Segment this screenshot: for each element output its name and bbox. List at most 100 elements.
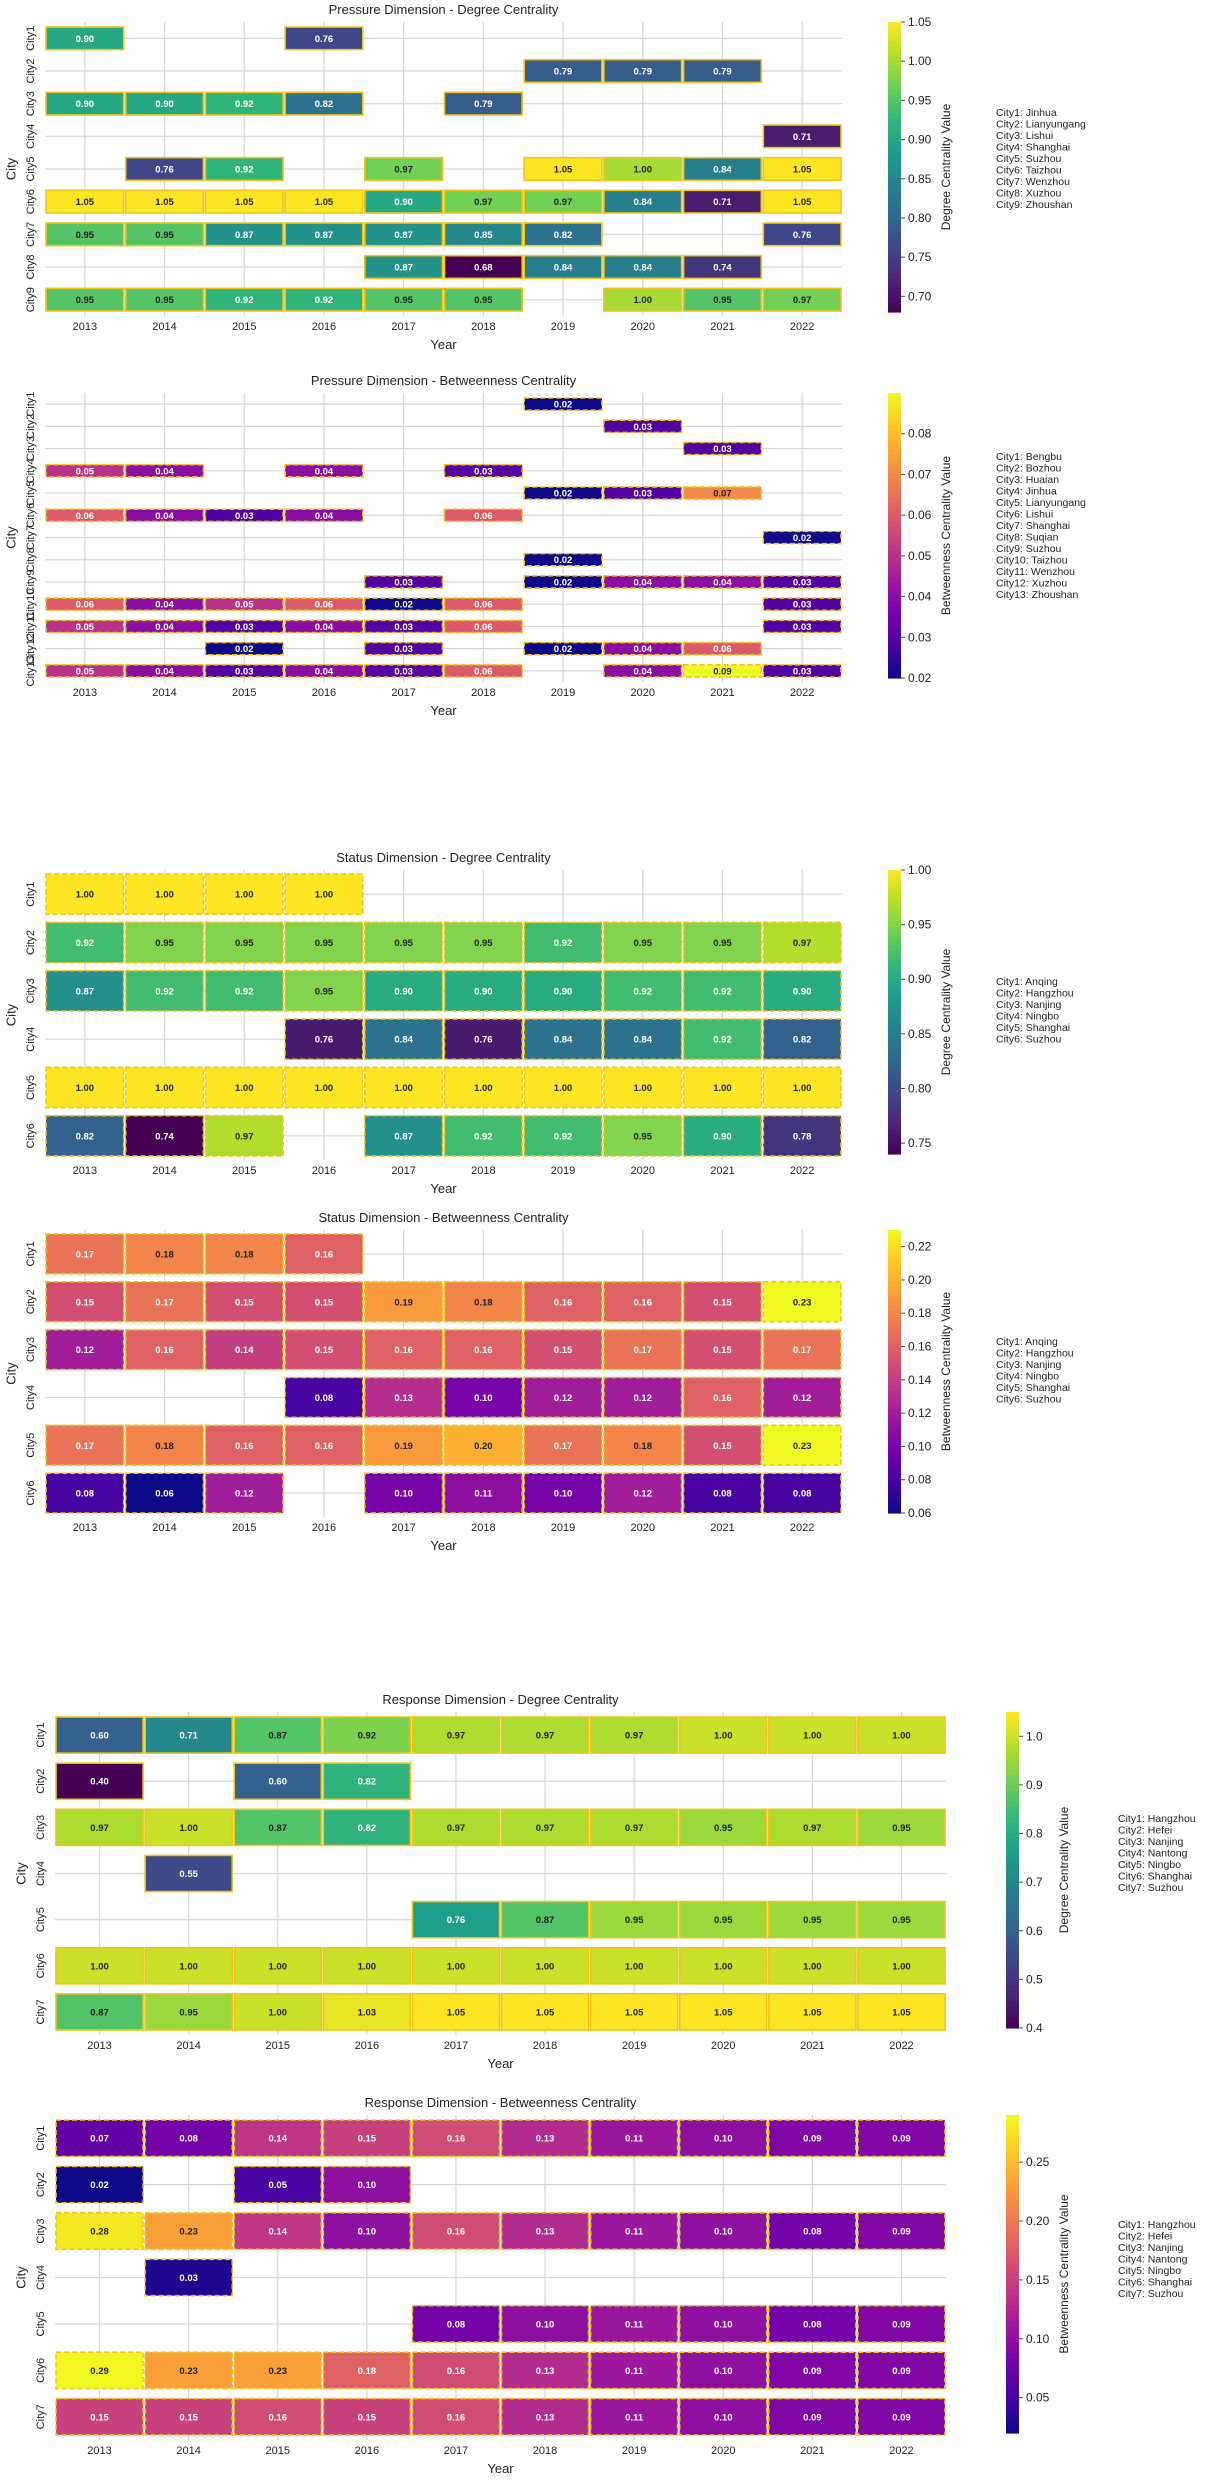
y-tick-label: City9 — [25, 287, 37, 312]
cell-value-label: 0.19 — [394, 1297, 413, 1308]
x-tick-label: 2019 — [551, 1522, 575, 1534]
x-tick-label: 2019 — [551, 1165, 575, 1177]
colorbar-segment — [888, 1352, 901, 1358]
heatmap-cell — [363, 1424, 444, 1466]
heatmap-cell — [857, 2212, 946, 2251]
heatmap-cell — [443, 1066, 523, 1109]
colorbar-tick-label: 0.03 — [908, 630, 932, 644]
heatmap-cell — [523, 921, 603, 964]
heatmap-cell — [603, 921, 683, 964]
colorbar-segment — [888, 171, 901, 178]
cell-value-label: 0.15 — [358, 2134, 377, 2145]
colorbar-segment — [888, 1149, 901, 1155]
cell-value-label: 1.00 — [714, 1961, 733, 1972]
x-tick-label: 2017 — [391, 687, 415, 699]
colorbar-segment — [1006, 2146, 1019, 2153]
colorbar-tick-label: 0.5 — [1026, 1972, 1043, 1986]
colorbar-segment — [1006, 2380, 1019, 2386]
heatmap-cell — [124, 287, 205, 312]
cell-value-label: 0.87 — [536, 1915, 555, 1926]
cell-value-label: 0.11 — [474, 1489, 493, 1500]
colorbar-segment — [888, 545, 901, 551]
legend-entry: City2: Hangzhou — [996, 988, 1074, 1000]
colorbar-tick-label: 0.7 — [1026, 1875, 1043, 1889]
colorbar-segment — [888, 162, 901, 168]
heatmap-cell — [762, 1328, 842, 1371]
colorbar-segment — [1006, 2364, 1019, 2370]
legend-entry: City2: Lianyungang — [996, 119, 1086, 131]
cell-value-label: 0.90 — [155, 99, 174, 110]
colorbar-segment — [888, 84, 901, 91]
heatmap-cell — [762, 530, 842, 545]
heatmap-cell — [500, 2304, 590, 2343]
y-axis-label: City — [3, 157, 18, 180]
heatmap-cell — [322, 1993, 412, 2031]
colorbar-segment — [1006, 1838, 1019, 1845]
y-tick-label: City2 — [25, 414, 37, 439]
colorbar-segment — [888, 128, 901, 134]
heatmap-cell — [443, 189, 523, 214]
heatmap-cell — [443, 1424, 523, 1466]
colorbar-segment — [1006, 1970, 1019, 1976]
legend-entry: City4: Ningbo — [996, 1371, 1059, 1383]
x-tick-label: 2015 — [232, 1522, 256, 1534]
colorbar-segment — [888, 1385, 901, 1391]
x-axis-label: Year — [430, 703, 457, 718]
heatmap-cell — [124, 508, 205, 523]
heatmap-cell — [124, 91, 205, 116]
heatmap-cell — [762, 1066, 842, 1109]
colorbar-segment — [1006, 1959, 1019, 1966]
colorbar-tick-label: 1.00 — [908, 863, 932, 877]
cell-value-label: 0.06 — [474, 666, 493, 677]
cell-value-label: 0.95 — [235, 938, 254, 949]
heatmap-cell — [204, 189, 284, 214]
legend-entry: City1: Hangzhou — [1118, 2219, 1196, 2231]
colorbar-tick-label: 0.08 — [908, 427, 932, 441]
cell-value-label: 0.11 — [625, 2366, 644, 2377]
heatmap-cell — [204, 1328, 284, 1371]
colorbar-tick-label: 0.12 — [908, 1406, 932, 1420]
colorbar-segment — [1006, 1964, 1019, 1971]
heatmap-cell — [411, 1993, 501, 2031]
cell-value-label: 0.90 — [76, 34, 95, 45]
heatmap-cell — [523, 1376, 603, 1419]
heatmap-cell — [233, 1716, 323, 1754]
heatmap-cell — [523, 254, 603, 280]
legend-entry: City7: Shanghai — [996, 520, 1070, 532]
y-tick-label: City1 — [25, 26, 37, 51]
heatmap-cell — [411, 1900, 501, 1939]
cell-value-label: 0.15 — [76, 1297, 95, 1308]
x-tick-label: 2014 — [152, 321, 176, 333]
legend-entry: City1: Bengbu — [996, 451, 1062, 463]
heatmap-cell — [603, 58, 683, 84]
heatmap-cell — [523, 1018, 603, 1061]
colorbar-tick-label: 0.06 — [908, 508, 932, 522]
cell-value-label: 0.84 — [554, 263, 573, 274]
cell-value-label: 0.84 — [634, 197, 653, 208]
colorbar-segment — [888, 181, 901, 187]
colorbar-segment — [1006, 2385, 1019, 2392]
colorbar-segment — [1006, 1743, 1019, 1750]
heatmap-cell — [411, 1716, 501, 1754]
colorbar-tick-label: 0.80 — [908, 1081, 932, 1095]
cell-value-label: 0.10 — [358, 2227, 377, 2238]
heatmap-cell — [443, 921, 523, 964]
heatmap-cell — [284, 619, 364, 634]
y-tick-label: City2 — [25, 1289, 37, 1314]
heatmap-cell — [124, 663, 205, 678]
colorbar-segment — [888, 1451, 901, 1457]
cell-value-label: 0.29 — [90, 2366, 109, 2377]
x-tick-label: 2022 — [889, 2040, 913, 2052]
cell-value-label: 0.13 — [394, 1393, 413, 1404]
cell-value-label: 0.15 — [315, 1345, 334, 1356]
legend-entry: City5: Suzhou — [996, 153, 1062, 165]
y-tick-label: City6 — [25, 189, 37, 214]
cell-value-label: 0.07 — [90, 2134, 109, 2145]
cell-value-label: 0.95 — [315, 986, 334, 997]
heatmap-cell — [284, 663, 364, 678]
colorbar-segment — [888, 210, 901, 216]
colorbar-segment — [888, 663, 901, 670]
heatmap-cell — [762, 597, 842, 612]
